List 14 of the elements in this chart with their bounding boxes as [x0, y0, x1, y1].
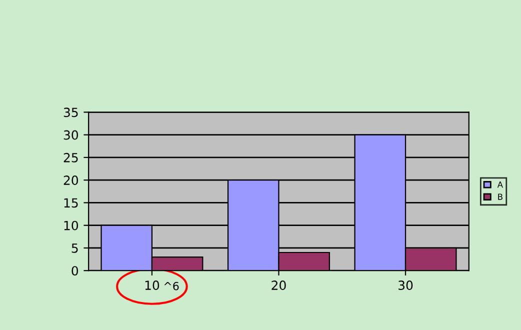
y-tick-label: 35: [64, 108, 78, 118]
y-tick-label: 5: [72, 244, 78, 253]
legend-label: A: [497, 182, 503, 188]
y-tick-label: 20: [64, 176, 78, 186]
y-tick-label: 25: [64, 152, 78, 162]
x-tick-label: 30: [398, 280, 413, 290]
y-tick-label: 30: [64, 130, 78, 140]
x-tick-label: 20: [272, 280, 286, 290]
y-tick-label: 0: [72, 266, 78, 276]
text: ^6: [164, 282, 179, 290]
x-tick-label: 10: [145, 280, 160, 290]
y-tick-label: 15: [64, 198, 78, 208]
y-tick-label: 10: [64, 220, 78, 230]
legend-label: B: [498, 194, 502, 200]
